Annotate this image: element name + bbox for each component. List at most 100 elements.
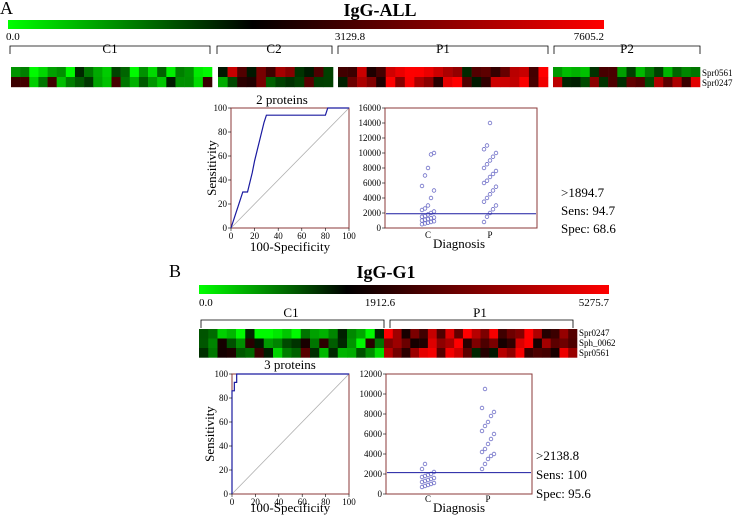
heatmap-cell (436, 338, 446, 349)
panel-b-title: IgG-G1 (356, 262, 415, 282)
data-point (485, 456, 491, 462)
heatmap-cell (454, 329, 464, 339)
heatmap-cell (644, 67, 655, 78)
data-point (484, 214, 490, 219)
group-label-c1: C1 (102, 41, 117, 56)
heatmap-cell (338, 67, 348, 78)
heatmap-cell (626, 77, 636, 88)
heatmap-cell (84, 67, 94, 78)
heatmap-cell (157, 77, 167, 88)
heatmap-cell (414, 77, 425, 88)
heatmap-cell (365, 348, 376, 358)
roc-y-tick-label: 100 (214, 103, 228, 113)
heatmap-cell (199, 329, 209, 339)
heatmap-cell (202, 77, 213, 88)
heatmap-cell (681, 67, 692, 78)
heatmap-cell (452, 77, 463, 88)
dot-y-tick-label: 10000 (359, 148, 382, 158)
heatmap-cell (654, 77, 664, 88)
data-point (493, 168, 499, 174)
heatmap-cell (471, 348, 481, 358)
heatmap-cell (385, 77, 396, 88)
heatmap-cell (401, 348, 411, 358)
heatmap-cell (559, 329, 569, 339)
heatmap-cell (245, 329, 255, 339)
heatmap-cell (385, 67, 396, 78)
heatmap-cell (462, 338, 473, 349)
heatmap-cell (690, 67, 701, 78)
panel-b-cutoff-label: >2138.8 (536, 448, 579, 463)
dot-y-tick-label: 6000 (364, 429, 383, 439)
roc-x-tick-label: 80 (321, 231, 331, 241)
heatmap-cell (256, 67, 267, 78)
data-point (490, 188, 496, 193)
heatmap-cell (454, 348, 464, 358)
data-point (419, 466, 425, 472)
heatmap-cell (635, 67, 646, 78)
heatmap-cell (338, 77, 348, 88)
heatmap-cell (553, 67, 563, 78)
heatmap-cell (401, 329, 411, 339)
heatmap-cell (323, 77, 334, 88)
heatmap-cell (304, 77, 315, 88)
heatmap-cell (148, 67, 158, 78)
heatmap-cell (245, 348, 255, 358)
heatmap-cell (663, 67, 673, 78)
heatmap-cell (617, 67, 627, 78)
heatmap-cell (310, 338, 320, 349)
heatmap-cell (481, 77, 492, 88)
heatmap-cell (608, 67, 618, 78)
heatmap-cell (294, 67, 305, 78)
heatmap-cell (29, 67, 39, 78)
data-point (491, 409, 497, 415)
heatmap-cell (553, 77, 563, 88)
data-point (487, 210, 493, 216)
heatmap-cell (524, 348, 534, 358)
heatmap-cell (395, 77, 406, 88)
heatmap-cell (129, 77, 140, 88)
heatmap-cell (347, 329, 357, 339)
heatmap-cell (11, 77, 21, 88)
data-point (491, 431, 497, 437)
data-point (422, 461, 428, 467)
heatmap-cell (236, 348, 246, 358)
heatmap-cell (282, 338, 292, 349)
data-point (431, 480, 437, 486)
heatmap-cell (471, 329, 481, 339)
roc-y-tick-label: 100 (215, 369, 229, 379)
heatmap-cell (300, 338, 311, 349)
data-point (431, 215, 437, 220)
heatmap-cell (65, 67, 76, 78)
heatmap-cell (498, 329, 508, 339)
heatmap-cell (357, 67, 367, 78)
heatmap-cell (38, 67, 48, 78)
heatmap-cell (500, 77, 511, 88)
heatmap-cell (392, 348, 402, 358)
heatmap-cell (376, 67, 387, 78)
panel-a-roc-chart: 00 20 20 40 40 60 60 80 80 100 100 100-Specificity… (204, 103, 356, 254)
heatmap-cell (598, 77, 609, 88)
heatmap-cell (218, 77, 228, 88)
data-point (431, 150, 437, 156)
roc-x-tick-label: 100 (342, 231, 356, 241)
heatmap-cell (193, 67, 204, 78)
panel-b-dot-cat-c: C (425, 494, 431, 504)
data-point (479, 405, 485, 411)
heatmap-cell (506, 329, 516, 339)
heatmap-cell (571, 77, 581, 88)
heatmap-cell (589, 77, 600, 88)
heatmap-cell (304, 67, 315, 78)
data-point (487, 174, 493, 180)
heatmap-cell (102, 67, 112, 78)
heatmap-cell (265, 67, 276, 78)
heatmap-cell (245, 338, 255, 349)
heatmap-cell (337, 329, 348, 339)
heatmap-cell (608, 77, 618, 88)
heatmap-cell (175, 77, 185, 88)
heatmap-cell (538, 67, 549, 78)
heatmap-cell (236, 338, 246, 349)
heatmap-cell (347, 67, 358, 78)
group-label-c2: C2 (266, 41, 281, 56)
heatmap-cell (166, 77, 176, 88)
panel-a-dot-cat-c: C (425, 230, 431, 240)
